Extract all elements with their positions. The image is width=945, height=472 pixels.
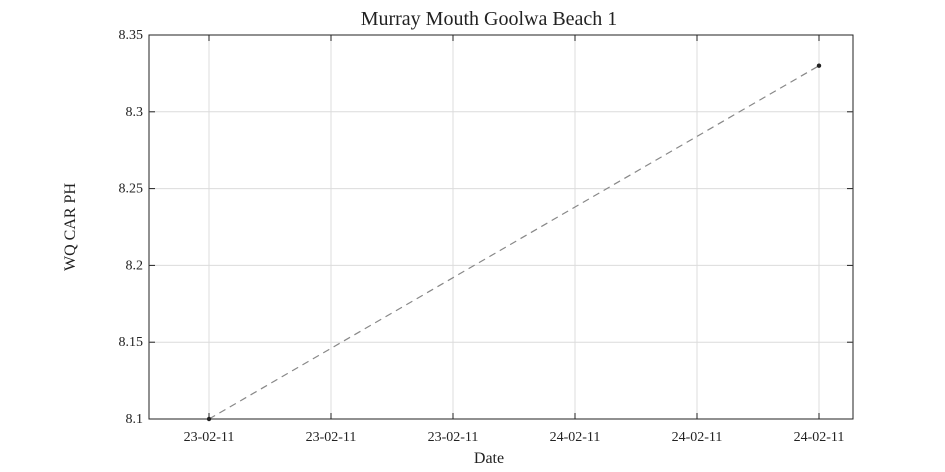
grid-layer bbox=[149, 35, 853, 419]
x-tick-label: 24-02-11 bbox=[550, 430, 601, 445]
plot-area-frame bbox=[148, 34, 854, 420]
x-tick-label: 23-02-11 bbox=[306, 430, 357, 445]
series-line bbox=[208, 65, 820, 420]
data-point bbox=[816, 63, 822, 68]
x-tick-label: 24-02-11 bbox=[794, 430, 845, 445]
data-point bbox=[206, 416, 212, 422]
series-layer bbox=[206, 63, 822, 422]
y-tick-label: 8.15 bbox=[119, 335, 144, 350]
y-axis-label: WQ CAR PH bbox=[62, 183, 79, 271]
y-tick-label: 8.2 bbox=[126, 258, 144, 273]
x-tick-label: 23-02-11 bbox=[184, 430, 235, 445]
x-tick-label: 23-02-11 bbox=[428, 430, 479, 445]
x-tick-label: 24-02-11 bbox=[672, 430, 723, 445]
chart-title: Murray Mouth Goolwa Beach 1 bbox=[361, 8, 618, 30]
y-tick-label: 8.1 bbox=[126, 412, 144, 427]
x-axis-label: Date bbox=[474, 450, 504, 467]
tick-layer: 8.1 8.15 8.2 8.25 8.3 8.35 23-02-11 23-02-11 23-… bbox=[119, 28, 853, 445]
y-tick-label: 8.3 bbox=[126, 105, 144, 120]
y-tick-label: 8.35 bbox=[119, 28, 144, 43]
y-tick-label: 8.25 bbox=[119, 182, 144, 197]
